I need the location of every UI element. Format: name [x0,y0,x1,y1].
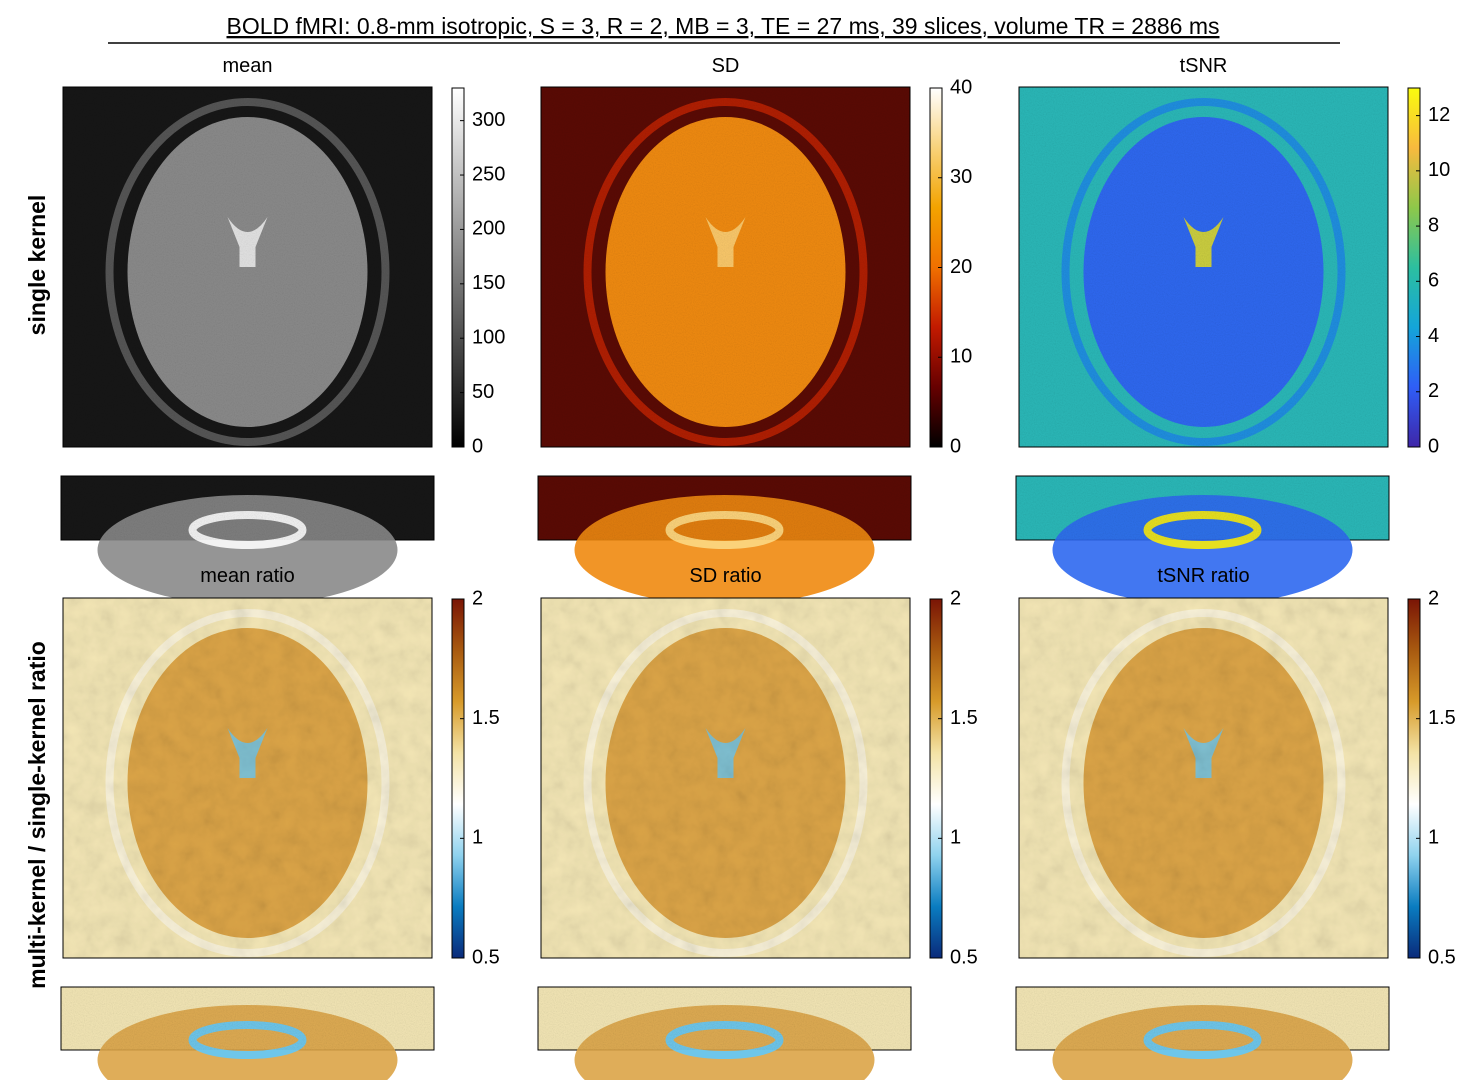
colorbar [929,598,943,959]
figure-title: BOLD fMRI: 0.8-mm isotropic, S = 3, R = … [227,13,1220,39]
colorbar-tick-label: 1 [950,827,961,849]
colorbar-tick-label: 2 [950,587,961,609]
panel-title: mean ratio [200,565,295,587]
panel-title: tSNR ratio [1157,565,1249,587]
image-texture [61,987,434,1050]
image-texture [541,87,910,447]
colorbar-tick-label: 1 [472,827,483,849]
colorbar-tick-label: 0 [950,435,961,457]
image-texture [61,476,434,540]
row-label: single kernel [24,195,50,336]
colorbar-tick-label: 6 [1428,270,1439,292]
colorbar-tick-label: 4 [1428,325,1439,347]
colorbar-tick-label: 0 [1428,435,1439,457]
image-texture [1016,476,1389,540]
colorbar-tick-label: 150 [472,272,505,294]
panel-title: SD [712,55,740,77]
image-texture [1019,87,1388,447]
colorbar-tick-label: 1.5 [1428,707,1456,729]
colorbar-tick-label: 1 [1428,827,1439,849]
image-texture [541,598,910,958]
colorbar-tick-label: 0.5 [1428,946,1456,968]
colorbar-tick-label: 40 [950,76,972,98]
colorbar-tick-label: 0 [472,435,483,457]
image-texture [538,476,911,540]
colorbar-tick-label: 30 [950,166,972,188]
colorbar-tick-label: 2 [1428,587,1439,609]
colorbar [451,87,465,448]
image-texture [1016,987,1389,1050]
image-texture [63,87,432,447]
colorbar-tick-label: 0.5 [950,946,978,968]
image-texture [538,987,911,1050]
panel-title: mean [222,55,272,77]
colorbar-tick-label: 50 [472,381,494,403]
colorbar-tick-label: 12 [1428,104,1450,126]
colorbar-tick-label: 20 [950,256,972,278]
panel-title: SD ratio [689,565,761,587]
colorbar [1407,87,1421,448]
colorbar-tick-label: 10 [950,346,972,368]
colorbar-tick-label: 1.5 [950,707,978,729]
colorbar-tick-label: 2 [472,587,483,609]
colorbar-tick-label: 100 [472,326,505,348]
colorbar-tick-label: 0.5 [472,946,500,968]
row-label: multi-kernel / single-kernel ratio [24,641,50,989]
colorbar-tick-label: 300 [472,109,505,131]
colorbar-tick-label: 10 [1428,159,1450,181]
colorbar-tick-label: 8 [1428,214,1439,236]
colorbar [451,598,465,959]
panel-title: tSNR [1180,55,1228,77]
image-texture [1019,598,1388,958]
image-texture [63,598,432,958]
colorbar-tick-label: 200 [472,218,505,240]
colorbar-tick-label: 1.5 [472,707,500,729]
colorbar-tick-label: 250 [472,163,505,185]
colorbar [1407,598,1421,959]
colorbar-tick-label: 2 [1428,380,1439,402]
